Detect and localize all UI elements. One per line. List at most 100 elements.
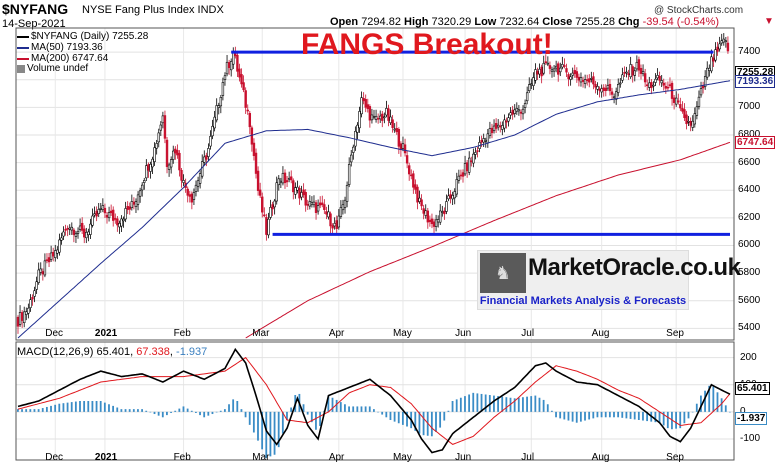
macd-hist-bar xyxy=(232,399,235,412)
candle-body xyxy=(627,73,630,75)
candle-body xyxy=(66,228,69,230)
macd-hist-bar xyxy=(103,402,106,412)
symbol-title: $NYFANG xyxy=(2,1,69,17)
candle-body xyxy=(267,218,270,236)
low-label: Low xyxy=(474,16,497,28)
candle-body xyxy=(683,109,686,118)
candle-body xyxy=(699,88,703,96)
candle-body xyxy=(58,239,61,253)
copyright-link[interactable]: @ StockCharts.com xyxy=(654,5,744,16)
macd-hist-bar xyxy=(244,411,247,418)
price-panel-border xyxy=(15,27,735,341)
candle-body xyxy=(434,219,438,227)
candle-body xyxy=(484,139,487,142)
candle-body xyxy=(161,115,165,124)
candle-body xyxy=(132,201,136,205)
price-lines xyxy=(17,50,731,339)
macd-hist-bar xyxy=(497,396,499,412)
candle-body xyxy=(712,57,715,62)
candle-body xyxy=(246,109,249,112)
candle-body xyxy=(99,208,102,210)
macd-hist-bar xyxy=(691,411,694,413)
candle-body xyxy=(534,69,537,81)
macd-hist-bar xyxy=(236,401,239,412)
candle-body xyxy=(430,218,434,225)
candle-body xyxy=(459,174,463,177)
macd-legend-value: 65.401 xyxy=(96,346,131,358)
legend-ma50-label: MA(50) 7193.36 xyxy=(31,42,103,53)
candle-body xyxy=(525,92,529,102)
x-tick-label: Jun xyxy=(455,328,472,339)
candle-body xyxy=(140,184,144,191)
candle-body xyxy=(229,61,233,71)
macd-hist-bar xyxy=(41,408,44,412)
candle-body xyxy=(614,91,618,100)
candle-body xyxy=(397,129,401,147)
candle-body xyxy=(97,209,100,214)
candle-body xyxy=(78,225,82,230)
macd-hist-bar xyxy=(633,411,636,420)
macd-hist-bar xyxy=(157,411,160,416)
macd-hist-bar xyxy=(551,410,553,412)
macd-hist-bar xyxy=(501,396,504,412)
chg-label: Chg xyxy=(618,16,640,28)
candle-body xyxy=(167,164,171,170)
candle-body xyxy=(134,201,138,207)
macd-hist-bar xyxy=(695,403,698,412)
candle-body xyxy=(625,71,628,74)
candle-body xyxy=(360,97,363,115)
legend-ma200: MA(200) 6747.64 xyxy=(17,53,108,64)
candle-body xyxy=(41,271,45,275)
macd-hist-bar xyxy=(604,411,607,418)
x-tick-label: Feb xyxy=(173,328,191,339)
macd-hist-bar xyxy=(108,404,110,412)
candle-body xyxy=(149,163,152,172)
macd-hist-bar xyxy=(654,411,657,423)
candle-body xyxy=(271,204,274,210)
ohlc-readout: Open 7294.82 High 7320.29 Low 7232.64 Cl… xyxy=(330,16,719,28)
candle-body xyxy=(192,192,196,200)
macd-hist-bar xyxy=(476,393,479,412)
macd-hist-bar xyxy=(464,396,466,412)
candle-body xyxy=(87,231,90,236)
candle-body xyxy=(703,76,707,87)
candle-body xyxy=(540,66,543,77)
macd-hist-bar xyxy=(21,409,23,412)
candle-body xyxy=(273,200,276,208)
legend-ma200-swatch xyxy=(17,57,29,60)
candle-body xyxy=(122,218,125,222)
macd-hist-bar xyxy=(137,409,139,412)
candle-body xyxy=(27,307,30,314)
macd-hist-bar xyxy=(37,409,40,412)
marketoracle-logo[interactable]: ♞ MarketOracle.co.uk Financial Markets A… xyxy=(477,250,741,310)
candle-body xyxy=(718,43,721,50)
candle-body xyxy=(447,195,450,200)
candle-body xyxy=(706,67,709,78)
y-tick-label: 7000 xyxy=(738,101,761,113)
candle-body xyxy=(54,250,57,258)
macd-hist-bar xyxy=(132,409,135,412)
candle-body xyxy=(677,100,680,103)
candle-body xyxy=(366,104,369,109)
macd-hist-bar xyxy=(348,406,350,412)
macd-hist-bar xyxy=(608,411,611,418)
candle-body xyxy=(321,202,324,206)
candle-body xyxy=(107,212,111,219)
candle-body xyxy=(573,70,576,75)
candle-body xyxy=(629,64,632,78)
macd-hist-bar xyxy=(406,411,408,427)
macd-hist-bar xyxy=(542,399,545,412)
macd-hist-bar xyxy=(315,411,317,430)
candle-body xyxy=(151,158,154,168)
candle-body xyxy=(575,71,579,78)
candle-body xyxy=(49,252,53,260)
macd-hist-bar xyxy=(617,411,620,418)
candle-body xyxy=(194,184,198,192)
legend-ma50: MA(50) 7193.36 xyxy=(17,42,103,53)
macd-hist-bar xyxy=(87,401,90,412)
macd-hist-bar xyxy=(50,405,52,412)
macd-hist-bar xyxy=(327,395,330,412)
candle-body xyxy=(519,111,523,114)
candle-body xyxy=(215,105,218,121)
y-tick-label: 7400 xyxy=(738,46,761,58)
